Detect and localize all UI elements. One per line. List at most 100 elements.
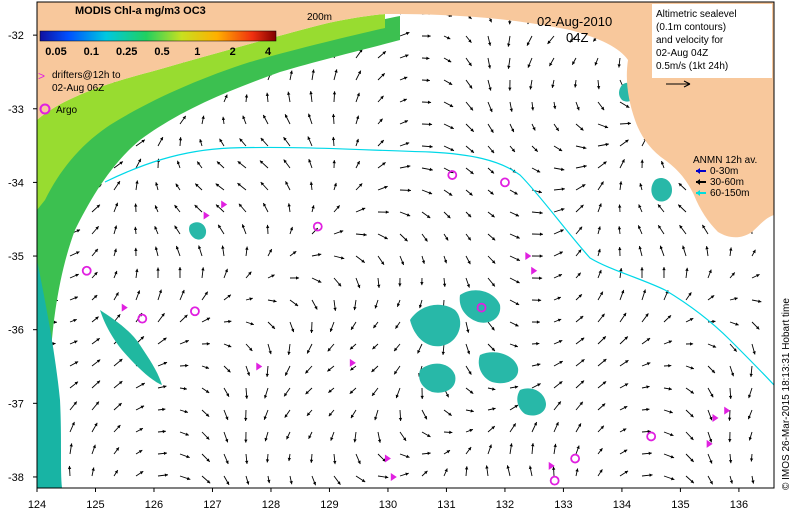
colorbar-tick-label: 0.5 xyxy=(154,46,169,58)
velocity-arrow xyxy=(465,277,470,288)
lon-tick-label: 124 xyxy=(28,499,46,511)
velocity-arrow xyxy=(443,145,455,152)
velocity-arrow xyxy=(135,290,141,301)
velocity-arrow xyxy=(659,245,665,257)
velocity-arrow xyxy=(398,277,402,287)
velocity-arrow xyxy=(597,469,603,477)
velocity-arrow xyxy=(553,401,562,411)
velocity-arrow xyxy=(332,160,336,169)
velocity-arrow xyxy=(133,226,138,235)
velocity-arrow xyxy=(421,167,433,172)
drifter-marker xyxy=(548,461,555,470)
velocity-arrow xyxy=(239,138,247,147)
velocity-arrow xyxy=(353,431,357,443)
velocity-arrow xyxy=(487,407,496,411)
lon-tick-label: 128 xyxy=(262,499,280,511)
velocity-arrow xyxy=(487,123,494,133)
chlorophyll-plume xyxy=(100,310,162,385)
velocity-arrow xyxy=(553,123,560,132)
velocity-arrow xyxy=(660,160,665,169)
velocity-arrow xyxy=(421,144,433,149)
velocity-arrow xyxy=(350,365,357,371)
chlorophyll-shelf-patch xyxy=(37,260,62,488)
velocity-arrow xyxy=(729,321,739,326)
velocity-arrow xyxy=(597,142,609,147)
velocity-arrow xyxy=(442,277,447,287)
velocity-arrow xyxy=(283,387,291,397)
velocity-arrow xyxy=(487,255,496,264)
velocity-arrow xyxy=(395,387,401,399)
velocity-arrow xyxy=(157,361,168,367)
velocity-arrow xyxy=(509,123,515,133)
velocity-arrow xyxy=(355,207,366,213)
velocity-arrow xyxy=(283,136,291,147)
velocity-arrow xyxy=(223,431,229,443)
drifter-marker xyxy=(712,414,719,423)
velocity-arrow xyxy=(597,203,602,213)
velocity-arrow xyxy=(682,245,687,257)
velocity-arrow xyxy=(597,403,606,411)
map-plot-area xyxy=(36,1,775,489)
anmn-title: ANMN 12h av. xyxy=(693,155,757,166)
velocity-arrow xyxy=(244,431,248,443)
velocity-arrow xyxy=(575,145,587,150)
velocity-arrow xyxy=(531,342,540,346)
velocity-arrow xyxy=(201,291,209,301)
velocity-arrow xyxy=(355,233,367,237)
velocity-arrow xyxy=(421,470,428,477)
velocity-arrow xyxy=(641,429,651,434)
velocity-arrow xyxy=(640,159,644,169)
velocity-arrow xyxy=(311,205,315,213)
velocity-arrow xyxy=(113,358,123,367)
lon-tick-label: 136 xyxy=(730,499,748,511)
argo-float-marker xyxy=(312,221,323,232)
velocity-arrow xyxy=(619,267,623,279)
velocity-arrow xyxy=(751,475,755,484)
velocity-arrow xyxy=(289,70,293,81)
velocity-arrow xyxy=(507,35,511,47)
velocity-arrow xyxy=(531,123,536,131)
velocity-arrow xyxy=(372,343,379,350)
velocity-arrow xyxy=(707,453,713,464)
velocity-arrow xyxy=(399,188,411,193)
velocity-arrow xyxy=(575,380,585,389)
velocity-arrow xyxy=(507,57,511,69)
altimetry-note: Altimetric sealevel (0.1m contours) and … xyxy=(652,4,772,88)
anmn-item-label: 60-150m xyxy=(710,188,749,199)
altimetry-line5: 0.5m/s (1kt 24h) xyxy=(656,61,728,72)
drifter-marker xyxy=(525,252,532,261)
velocity-arrow xyxy=(443,233,449,241)
velocity-arrow xyxy=(509,321,519,327)
velocity-arrow xyxy=(729,272,736,279)
velocity-arrow xyxy=(531,167,541,173)
velocity-arrow xyxy=(377,255,385,266)
velocity-arrow xyxy=(245,365,251,376)
velocity-arrow xyxy=(685,475,695,484)
velocity-arrow xyxy=(547,35,555,45)
velocity-arrow xyxy=(199,138,203,147)
velocity-arrow xyxy=(327,343,335,352)
argo-float-marker xyxy=(476,302,487,313)
velocity-arrow xyxy=(575,293,583,301)
velocity-arrow xyxy=(597,248,601,257)
velocity-arrow xyxy=(487,277,496,287)
drifter-marker xyxy=(121,303,128,312)
velocity-arrow xyxy=(728,387,733,400)
velocity-arrow xyxy=(175,245,181,257)
velocity-arrow xyxy=(194,183,203,191)
lon-tick-label: 132 xyxy=(496,499,514,511)
velocity-arrow xyxy=(113,402,122,411)
velocity-arrow xyxy=(157,385,167,389)
velocity-arrow xyxy=(372,321,379,329)
velocity-arrow xyxy=(399,211,411,217)
velocity-arrow xyxy=(175,183,181,191)
anmn-item: 0-30m xyxy=(696,166,738,177)
velocity-arrow xyxy=(617,57,621,68)
velocity-arrow xyxy=(553,187,565,191)
velocity-arrow xyxy=(573,79,578,88)
velocity-arrow xyxy=(619,159,625,169)
velocity-arrow xyxy=(201,317,211,323)
velocity-arrow xyxy=(465,428,474,433)
velocity-arrow xyxy=(113,424,121,433)
velocity-arrow xyxy=(69,361,79,367)
